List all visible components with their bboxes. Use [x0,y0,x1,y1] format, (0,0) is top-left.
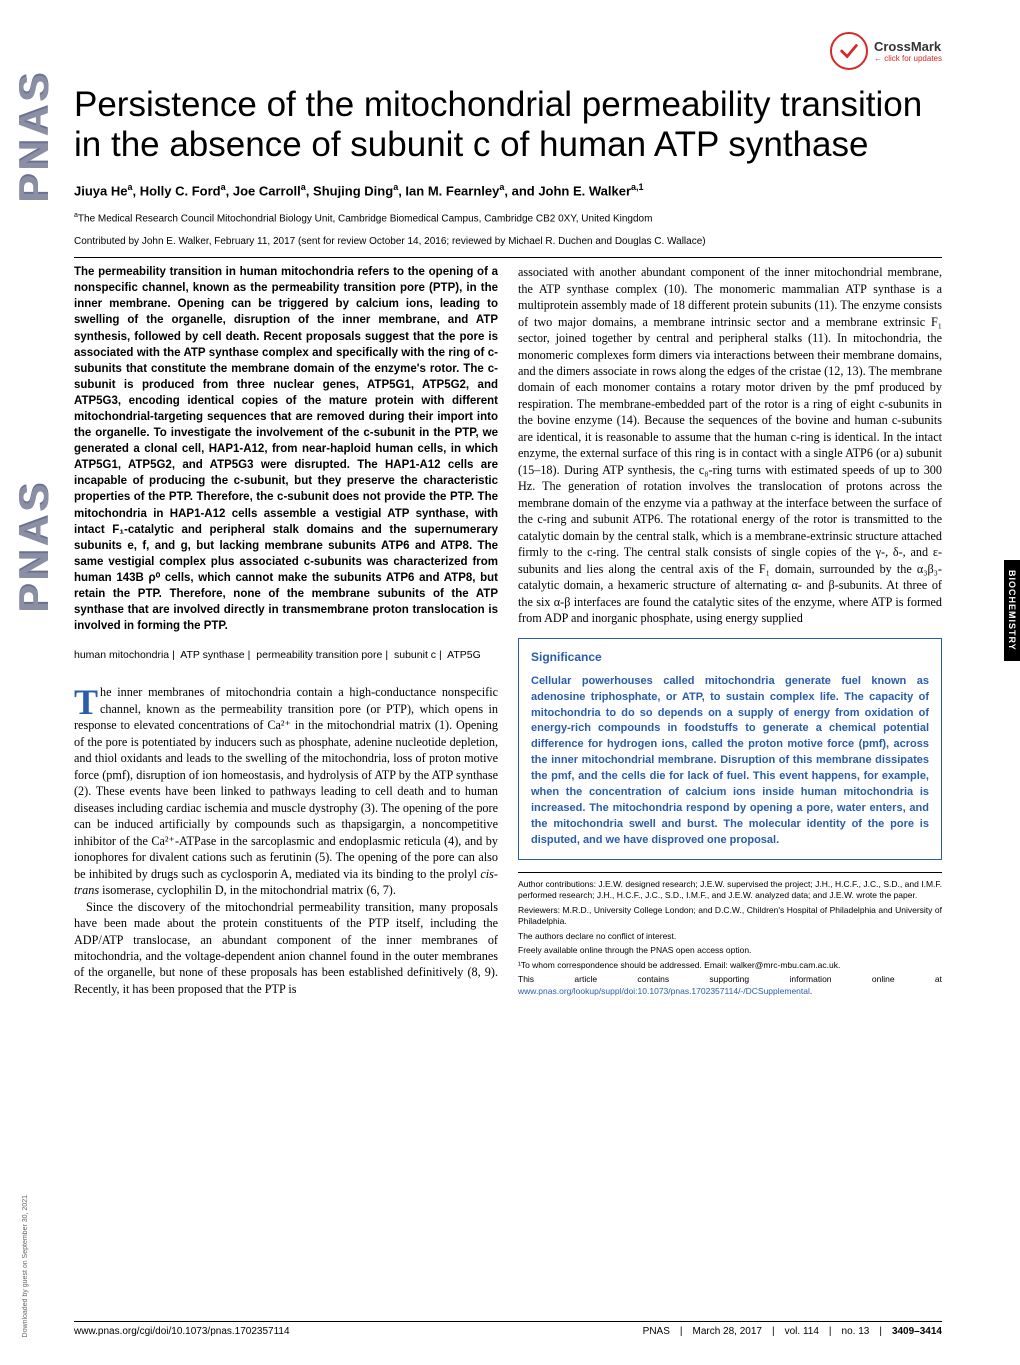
dropcap: T [74,684,100,716]
authors: Jiuya Hea, Holly C. Forda, Joe Carrolla,… [74,182,942,198]
footer-journal: PNAS [643,1326,670,1337]
footer-citation: PNAS| March 28, 2017| vol. 114| no. 13| … [643,1326,942,1337]
crossmark-text-wrap: CrossMark ← click for updates [874,39,942,63]
footer-no: no. 13 [842,1326,870,1337]
author-contributions: Author contributions: J.E.W. designed re… [518,879,942,902]
contributed-line: Contributed by John E. Walker, February … [74,236,942,247]
crossmark-sublabel: ← click for updates [874,54,942,63]
significance-body: Cellular powerhouses called mitochondria… [531,674,929,849]
footnotes: Author contributions: J.E.W. designed re… [518,872,942,997]
keywords: human mitochondria| ATP synthase| permea… [74,648,498,662]
significance-box: Significance Cellular powerhouses called… [518,638,942,860]
open-access: Freely available online through the PNAS… [518,945,942,956]
download-note: Downloaded by guest on September 30, 202… [22,1195,29,1337]
section-tab: BIOCHEMISTRY [1004,560,1020,661]
two-column-body: The permeability transition in human mit… [74,257,942,1000]
body-para-2: Since the discovery of the mitochondrial… [74,899,498,998]
supplemental-link[interactable]: www.pnas.org/lookup/suppl/doi:10.1073/pn… [518,986,810,996]
affiliation: aThe Medical Research Council Mitochondr… [74,212,942,224]
right-column: associated with another abundant compone… [518,264,942,1000]
pnas-watermark-1: PNAS [10,70,58,203]
significance-heading: Significance [531,649,929,665]
supplemental: This article contains supporting informa… [518,974,942,997]
crossmark-label: CrossMark [874,39,942,54]
reviewers: Reviewers: M.R.D., University College Lo… [518,905,942,928]
keyword: human mitochondria [74,649,169,661]
abstract: The permeability transition in human mit… [74,264,498,634]
page-content: Persistence of the mitochondrial permeab… [0,0,1020,1000]
pnas-watermark-2: PNAS [10,480,58,613]
conflict: The authors declare no conflict of inter… [518,931,942,942]
keyword: ATP synthase [180,649,244,661]
crossmark-badge[interactable]: CrossMark ← click for updates [830,32,942,70]
body-text: The inner membranes of mitochondria cont… [74,684,498,997]
crossmark-icon [830,32,868,70]
correspondence: ¹To whom correspondence should be addres… [518,960,942,971]
left-column: The permeability transition in human mit… [74,264,498,1000]
body-text-col2: associated with another abundant compone… [518,264,942,626]
footer-pages: 3409–3414 [892,1326,942,1337]
footer-doi: www.pnas.org/cgi/doi/10.1073/pnas.170235… [74,1326,290,1337]
article-title: Persistence of the mitochondrial permeab… [74,85,942,166]
body-para-1: he inner membranes of mitochondria conta… [74,685,498,897]
keyword: subunit c [394,649,436,661]
page-footer: www.pnas.org/cgi/doi/10.1073/pnas.170235… [74,1321,942,1337]
keyword: permeability transition pore [256,649,382,661]
footer-date: March 28, 2017 [693,1326,763,1337]
col2-para: associated with another abundant compone… [518,264,942,626]
footer-vol: vol. 114 [785,1326,819,1337]
keyword: ATP5G [447,649,481,661]
